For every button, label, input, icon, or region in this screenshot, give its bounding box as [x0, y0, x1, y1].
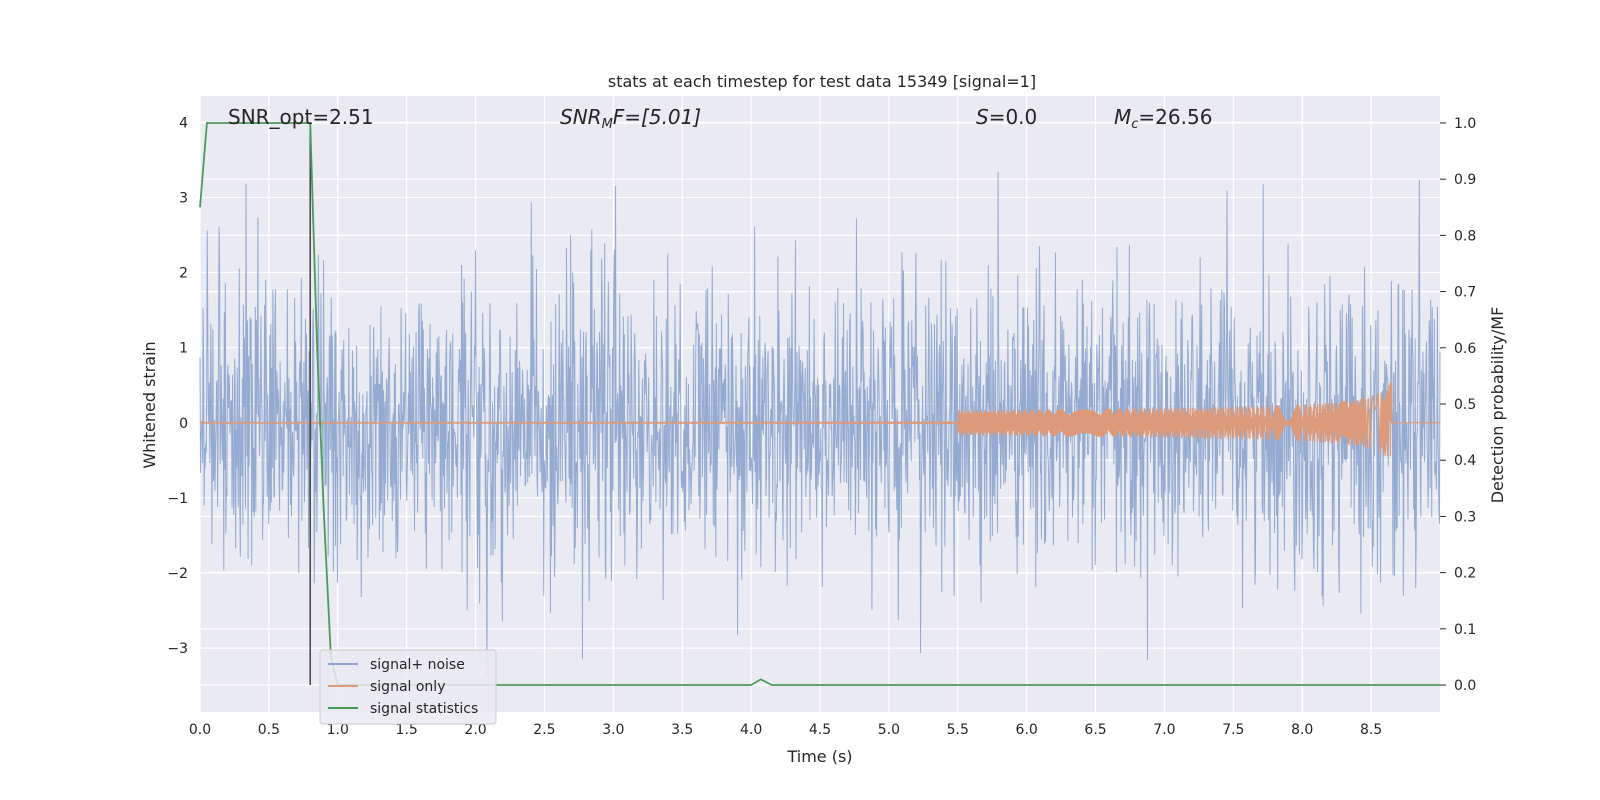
right-y-tick-label: 0.7 [1454, 285, 1476, 301]
annotation-snr-mf: SNRMF=[5.01] [560, 105, 701, 132]
x-tick-label: 8.0 [1291, 722, 1313, 738]
right-y-tick-label: 0.8 [1454, 228, 1476, 244]
left-y-tick-label: −2 [167, 566, 188, 582]
left-y-tick-label: 3 [179, 190, 188, 206]
right-y-tick-label: 0.4 [1454, 453, 1476, 469]
x-tick-label: 2.0 [464, 722, 486, 738]
statistics-line [199, 122, 1440, 686]
right-y-tick-label: 1.0 [1454, 116, 1476, 132]
chart-title: stats at each timestep for test data 153… [608, 72, 1036, 91]
right-y-tick-label: 0.2 [1454, 566, 1476, 582]
right-y-tick-label: 0.0 [1454, 678, 1476, 694]
x-tick-label: 7.5 [1222, 722, 1244, 738]
right-y-tick-label: 0.5 [1454, 397, 1476, 413]
legend: signal+ noise signal only signal statist… [319, 649, 497, 725]
series-signal-statistics [199, 122, 1440, 686]
legend-label-statistics: signal statistics [370, 701, 478, 717]
x-tick-label: 0.5 [258, 722, 280, 738]
x-tick-label: 8.5 [1360, 722, 1382, 738]
right-y-tick-label: 0.1 [1454, 622, 1476, 638]
x-tick-label: 7.0 [1153, 722, 1175, 738]
x-tick-label: 6.5 [1084, 722, 1106, 738]
x-tick-label: 6.0 [1016, 722, 1038, 738]
series-signal-only [199, 382, 1440, 457]
x-tick-label: 5.0 [878, 722, 900, 738]
series-signal-plus-noise [199, 171, 1441, 676]
right-y-axis-label: Detection probability/MF [1488, 307, 1507, 504]
legend-label-signal: signal only [370, 679, 445, 695]
left-y-tick-label: −3 [167, 641, 188, 657]
right-y-tick-label: 0.9 [1454, 172, 1476, 188]
x-tick-label: 5.5 [947, 722, 969, 738]
annotation-mc: Mc=26.56 [1114, 105, 1212, 132]
x-tick-label: 4.5 [809, 722, 831, 738]
noise-line [199, 171, 1441, 676]
x-tick-label: 4.0 [740, 722, 762, 738]
x-axis-label: Time (s) [786, 747, 852, 766]
legend-label-noise: signal+ noise [370, 657, 465, 673]
annotation-snr-opt: SNR_opt=2.51 [228, 105, 374, 129]
x-tick-label: 0.0 [189, 722, 211, 738]
x-tick-label: 2.5 [533, 722, 555, 738]
annotation-s: S=0.0 [976, 105, 1037, 129]
right-y-tick-labels: 1.0 0.9 0.8 0.7 0.6 0.5 0.4 0.3 0.2 0.1 0.0 [1440, 116, 1476, 694]
left-y-tick-label: 1 [179, 341, 188, 357]
x-tick-label: 1.5 [396, 722, 418, 738]
left-y-tick-label: −1 [167, 491, 188, 507]
signal-only-line [199, 382, 1440, 457]
left-y-tick-label: 4 [179, 115, 188, 131]
left-y-axis-label: Whitened strain [140, 341, 159, 468]
left-y-tick-label: 0 [179, 416, 188, 432]
x-tick-label: 3.5 [671, 722, 693, 738]
x-tick-label: 1.0 [327, 722, 349, 738]
right-y-tick-label: 0.3 [1454, 509, 1476, 525]
legend-box [319, 649, 497, 725]
left-y-tick-label: 2 [179, 266, 188, 282]
x-tick-labels: 0.0 0.5 1.0 1.5 2.0 2.5 3.0 3.5 4.0 4.5 5.0 5.5 6.0 6… [189, 722, 1382, 738]
x-tick-label: 3.0 [602, 722, 624, 738]
left-y-tick-labels: 4 3 2 1 0 −1 −2 −3 [167, 115, 188, 657]
right-y-tick-label: 0.6 [1454, 341, 1476, 357]
